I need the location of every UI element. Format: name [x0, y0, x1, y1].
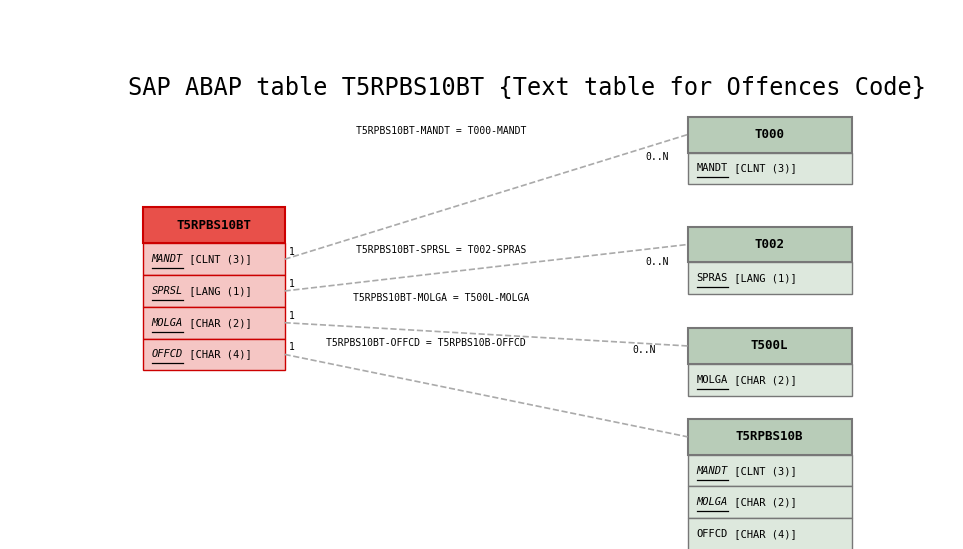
Text: MOLGA: MOLGA [696, 497, 728, 507]
Text: [CHAR (4)]: [CHAR (4)] [183, 349, 252, 360]
FancyBboxPatch shape [143, 275, 285, 307]
Text: T5RPBS10B: T5RPBS10B [736, 430, 803, 444]
Text: T5RPBS10BT-OFFCD = T5RPBS10B-OFFCD: T5RPBS10BT-OFFCD = T5RPBS10B-OFFCD [326, 338, 526, 348]
Text: MANDT: MANDT [152, 254, 183, 264]
Text: T5RPBS10BT: T5RPBS10BT [176, 219, 251, 232]
Text: OFFCD: OFFCD [152, 349, 183, 360]
Text: T5RPBS10BT-SPRSL = T002-SPRAS: T5RPBS10BT-SPRSL = T002-SPRAS [356, 245, 527, 255]
FancyBboxPatch shape [143, 208, 285, 243]
FancyBboxPatch shape [143, 243, 285, 275]
Text: [CLNT (3)]: [CLNT (3)] [728, 466, 797, 475]
Text: T000: T000 [755, 128, 785, 141]
Text: MOLGA: MOLGA [152, 318, 183, 328]
Text: T5RPBS10BT-MANDT = T000-MANDT: T5RPBS10BT-MANDT = T000-MANDT [356, 126, 527, 136]
Text: [CHAR (2)]: [CHAR (2)] [183, 318, 252, 328]
FancyBboxPatch shape [688, 153, 852, 184]
Text: [LANG (1)]: [LANG (1)] [183, 286, 252, 296]
Text: 1: 1 [289, 247, 295, 257]
Text: MOLGA: MOLGA [696, 375, 728, 385]
Text: SAP ABAP table T5RPBS10BT {Text table for Offences Code}: SAP ABAP table T5RPBS10BT {Text table fo… [128, 76, 925, 100]
FancyBboxPatch shape [143, 339, 285, 370]
Text: [CHAR (2)]: [CHAR (2)] [728, 497, 797, 507]
FancyBboxPatch shape [688, 486, 852, 518]
FancyBboxPatch shape [143, 307, 285, 339]
FancyBboxPatch shape [688, 518, 852, 549]
Text: 0..N: 0..N [645, 257, 669, 267]
Text: 1: 1 [289, 311, 295, 321]
Text: 0..N: 0..N [633, 345, 656, 355]
Text: [CHAR (2)]: [CHAR (2)] [728, 375, 797, 385]
Text: 1: 1 [289, 342, 295, 352]
FancyBboxPatch shape [688, 419, 852, 455]
Text: T5RPBS10BT-MOLGA = T500L-MOLGA: T5RPBS10BT-MOLGA = T500L-MOLGA [353, 293, 530, 304]
Text: 0..N: 0..N [645, 152, 669, 162]
Text: MANDT: MANDT [696, 466, 728, 475]
Text: T500L: T500L [751, 339, 789, 352]
FancyBboxPatch shape [688, 227, 852, 262]
Text: [CHAR (4)]: [CHAR (4)] [728, 529, 797, 539]
Text: [CLNT (3)]: [CLNT (3)] [728, 164, 797, 173]
Text: [CLNT (3)]: [CLNT (3)] [183, 254, 252, 264]
Text: OFFCD: OFFCD [696, 529, 728, 539]
Text: T002: T002 [755, 238, 785, 251]
Text: 1: 1 [289, 279, 295, 289]
FancyBboxPatch shape [688, 116, 852, 153]
FancyBboxPatch shape [688, 455, 852, 486]
Text: SPRSL: SPRSL [152, 286, 183, 296]
Text: [LANG (1)]: [LANG (1)] [728, 273, 797, 283]
FancyBboxPatch shape [688, 364, 852, 396]
FancyBboxPatch shape [688, 262, 852, 294]
Text: SPRAS: SPRAS [696, 273, 728, 283]
FancyBboxPatch shape [688, 328, 852, 364]
Text: MANDT: MANDT [696, 164, 728, 173]
